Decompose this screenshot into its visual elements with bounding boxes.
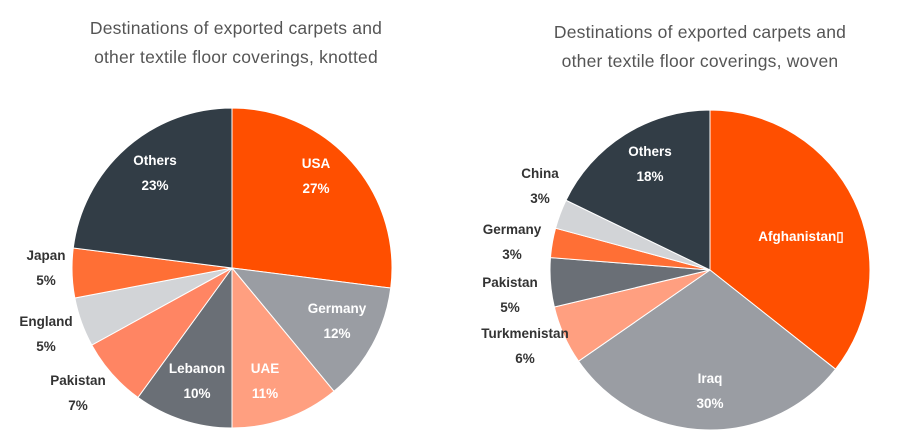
slice-name-label: Iraq xyxy=(698,371,723,386)
slice-name-label: China xyxy=(521,166,559,181)
slice-value-label: 12% xyxy=(323,326,350,341)
slice-name-label: Afghanistan▯ xyxy=(758,229,843,244)
slice-value-label: 6% xyxy=(515,351,535,366)
slice-name-label: Others xyxy=(628,144,672,159)
title-line: Destinations of exported carpets and xyxy=(89,18,383,38)
chart-title-woven: Destinations of exported carpets and oth… xyxy=(500,18,900,76)
pie-slice-others xyxy=(72,107,233,269)
pie-slice-uae xyxy=(231,266,335,429)
slice-name-label: UAE xyxy=(251,361,280,376)
title-line: other textile floor coverings, woven xyxy=(561,51,839,71)
slice-value-label: 18% xyxy=(636,169,663,184)
slice-value-label: 5% xyxy=(36,339,56,354)
slice-name-label: Turkmenistan xyxy=(481,326,569,341)
slice-value-label: 5% xyxy=(500,300,520,315)
pie-slice-germany xyxy=(230,267,392,392)
pie-slice-usa xyxy=(231,107,393,289)
slice-name-label: England xyxy=(19,314,72,329)
slice-name-label: Pakistan xyxy=(482,275,538,290)
slice-name-label: Germany xyxy=(483,222,542,237)
slice-value-label: 7% xyxy=(68,398,88,413)
title-line: other textile floor coverings, knotted xyxy=(94,47,378,67)
slice-value-label: 3% xyxy=(530,191,550,206)
pie-slice-iraq xyxy=(577,269,837,431)
slice-name-label: Others xyxy=(133,153,177,168)
slice-value-label: 23% xyxy=(141,178,168,193)
slice-value-label: 5% xyxy=(36,273,56,288)
pie-slice-lebanon xyxy=(137,266,233,429)
slice-value-label: 3% xyxy=(502,247,522,262)
slice-value-label: 27% xyxy=(302,181,329,196)
slice-name-label: Pakistan xyxy=(50,373,106,388)
slice-value-label: 30% xyxy=(696,396,723,411)
chart-title-knotted: Destinations of exported carpets and oth… xyxy=(40,14,432,72)
slice-name-label: Germany xyxy=(308,301,367,316)
slice-value-label: 10% xyxy=(183,386,210,401)
slice-name-label: USA xyxy=(302,156,331,171)
pie-slice-others xyxy=(565,109,711,271)
slice-value-label: 11% xyxy=(252,386,278,401)
slice-name-label: Lebanon xyxy=(169,361,225,376)
slice-name-label: Japan xyxy=(26,248,65,263)
pie-slice-afghanistan xyxy=(709,109,871,370)
title-line: Destinations of exported carpets and xyxy=(553,22,847,42)
